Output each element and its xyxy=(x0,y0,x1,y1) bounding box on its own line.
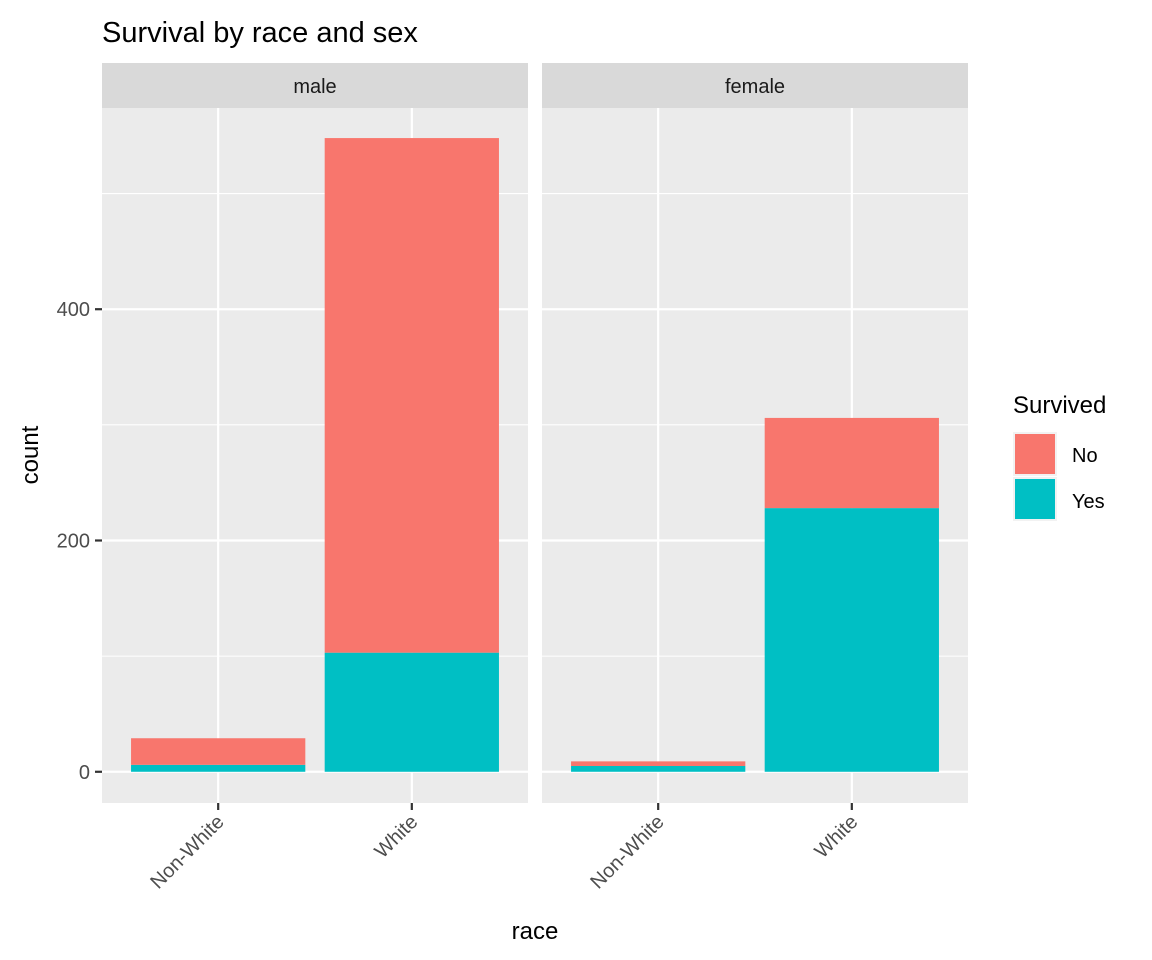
legend-title: Survived xyxy=(1013,392,1106,419)
legend-label-yes: Yes xyxy=(1072,491,1105,513)
x-axis-title: race xyxy=(512,918,559,945)
y-axis: 0 200 400 xyxy=(57,299,102,784)
facet-strip-label: male xyxy=(293,76,336,98)
bar-male-non-white-no xyxy=(131,738,306,765)
x-tick-label: White xyxy=(371,811,423,863)
bar-female-non-white-yes xyxy=(571,765,746,772)
bar-male-non-white-yes xyxy=(131,764,306,772)
x-tick-label: Non-White xyxy=(146,811,228,893)
y-tick-label: 0 xyxy=(79,762,90,784)
bar-female-white-no xyxy=(764,417,939,509)
bar-female-white-yes xyxy=(764,508,939,772)
x-tick-label: Non-White xyxy=(586,811,668,893)
facet-panels: male Non-White White female Non-White White xyxy=(102,63,968,893)
legend-swatch-no xyxy=(1015,434,1055,474)
facet-strip-female xyxy=(542,63,968,108)
x-tick-label: White xyxy=(811,811,863,863)
legend-swatch-yes xyxy=(1015,479,1055,519)
facet-strip-label: female xyxy=(725,76,785,98)
y-tick-label: 200 xyxy=(57,530,90,552)
facet-strip-male xyxy=(102,63,528,108)
bar-male-white-no xyxy=(324,138,499,653)
facet-panel-male: male Non-White White xyxy=(102,63,528,893)
facet-panel-female: female Non-White White xyxy=(542,63,968,893)
chart-title: Survival by race and sex xyxy=(102,17,418,49)
y-tick-label: 400 xyxy=(57,299,90,321)
y-axis-title: count xyxy=(17,425,44,484)
bar-male-white-yes xyxy=(324,652,499,772)
legend: Survived No Yes xyxy=(1013,392,1106,521)
bar-female-non-white-no xyxy=(571,761,746,766)
legend-label-no: No xyxy=(1072,445,1098,467)
